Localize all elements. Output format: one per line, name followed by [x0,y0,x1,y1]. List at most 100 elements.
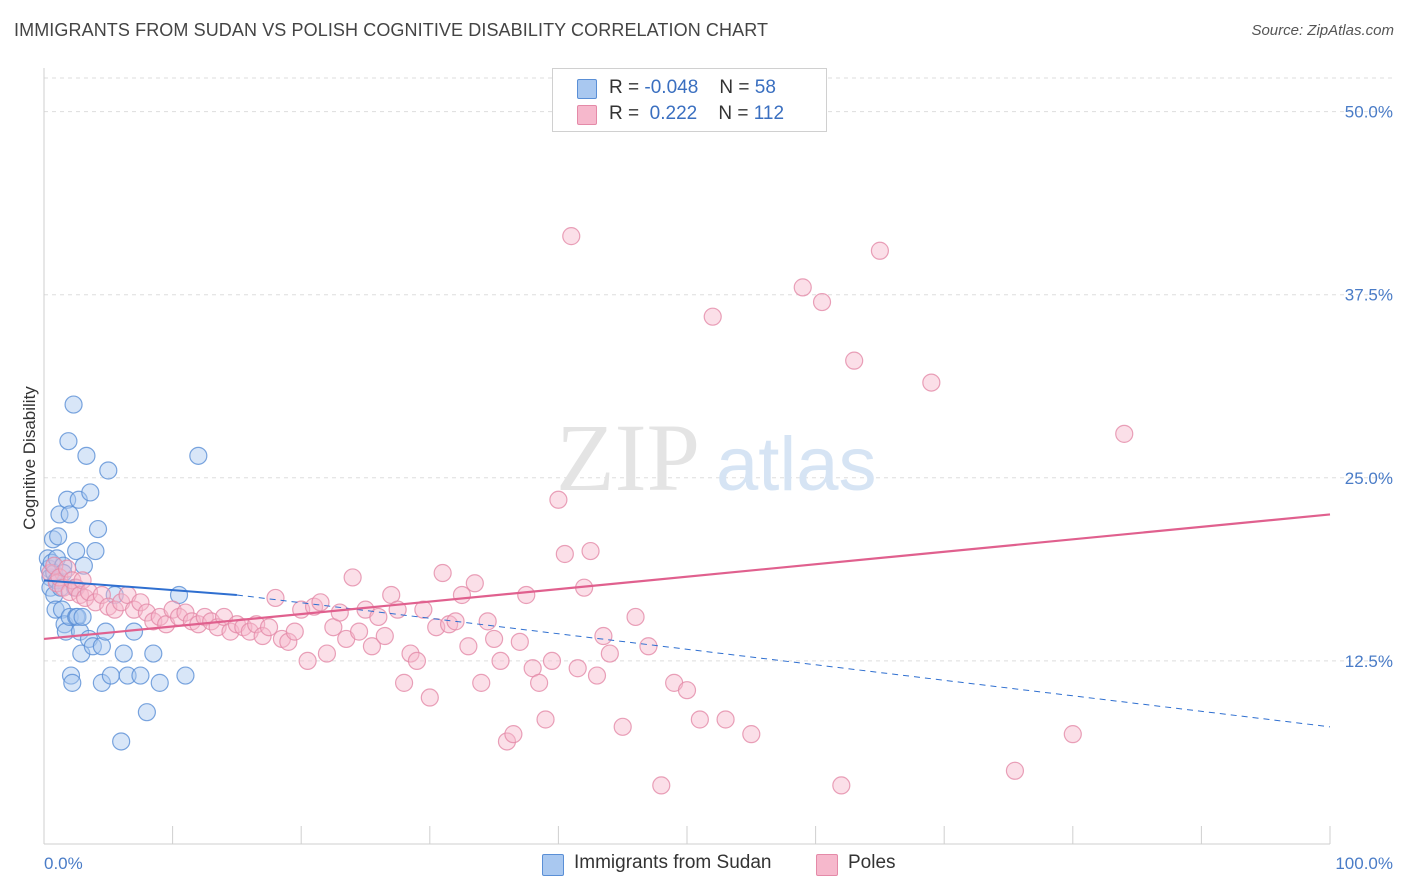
x-tick-label: 100.0% [1335,854,1393,873]
point-poles [690,710,709,729]
point-sudan [63,673,82,692]
point-poles [832,776,851,795]
point-sudan [59,432,78,451]
legend-n-label: N = [718,103,749,124]
legend-r-value: 0.222 [649,103,698,124]
point-poles [652,776,671,795]
point-poles [497,732,517,751]
point-poles [742,725,761,744]
point-poles [677,681,697,700]
trend-line-poles [43,513,1331,641]
y-tick-label: 25.0% [1345,469,1393,488]
watermark-atlas: atlas [716,422,877,507]
point-poles [613,717,632,736]
point-poles [639,637,658,656]
trend-lines [43,513,1331,728]
point-poles [472,673,491,692]
point-sudan [73,607,92,627]
trend-line-sudan [43,579,237,596]
point-sudan [81,483,100,502]
point-sudan [86,541,105,561]
y-tick-label: 50.0% [1345,103,1393,122]
point-poles [407,651,427,671]
legend-swatch-poles [577,105,597,125]
chart-source: Source: ZipAtlas.com [1251,22,1394,39]
point-sudan [68,607,87,627]
point-poles [703,307,722,326]
data-points [38,227,1134,795]
point-poles [594,626,613,646]
point-sudan [43,530,63,549]
point-poles [530,673,549,692]
point-poles [317,644,337,663]
point-poles [394,673,414,692]
point-sudan [150,673,169,692]
axes [43,68,1331,845]
point-poles [587,666,607,685]
point-poles [1005,761,1025,780]
point-sudan [60,607,79,627]
point-poles [491,651,510,671]
point-poles [517,585,536,605]
chart-title: IMMIGRANTS FROM SUDAN VS POLISH COGNITIV… [14,20,769,40]
point-poles [504,725,523,744]
point-poles [600,644,619,663]
legend-r-value: -0.048 [644,77,699,98]
point-poles [922,373,941,392]
point-poles [626,607,645,627]
point-poles [362,637,382,656]
point-sudan [52,600,72,619]
trend-line-sudan-extension [236,594,1331,728]
point-poles [812,292,832,312]
watermark-zip: ZIP [556,404,700,511]
legend-n-value: 58 [754,77,776,98]
point-poles [343,568,362,587]
correlation-legend: R = -0.048 N = 58 R = 0.222 N = 112 [552,68,827,132]
point-poles [349,622,369,641]
point-sudan [118,666,137,685]
point-sudan [49,527,68,546]
point-poles [58,559,77,578]
point-poles [568,659,587,678]
legend-r-label: R = [609,77,640,98]
point-poles [510,632,529,651]
point-poles [131,593,150,612]
point-sudan [176,666,195,685]
point-sudan [67,541,86,561]
point-sudan [114,644,133,663]
point-poles [845,351,864,370]
point-poles [581,541,600,561]
point-sudan [77,446,96,465]
point-poles [311,593,330,612]
legend-r-label: R = [609,103,640,124]
y-tick-label: 12.5% [1345,652,1393,671]
point-sudan [101,666,120,685]
point-poles [266,588,285,608]
point-poles [1115,424,1134,443]
point-poles [285,622,304,641]
x-tick-label: 0.0% [44,854,83,873]
bottom-legend-label-poles: Poles [848,852,896,873]
y-tick-label: 37.5% [1345,286,1393,305]
point-poles [105,600,124,619]
point-poles [542,651,562,671]
bottom-legend-swatch-poles [816,854,838,876]
point-poles [870,241,890,260]
tick-labels: 12.5% 25.0% 37.5% 50.0% 0.0% 100.0% Cognitive … [20,103,1393,873]
point-sudan [137,703,156,722]
y-axis-label: Cognitive Disability [20,386,39,530]
point-poles [279,632,298,651]
point-sudan [112,732,131,751]
legend-n-label: N = [719,77,750,98]
point-sudan [60,505,79,524]
watermark: ZIP atlas [556,404,877,511]
bottom-legend-swatch-sudan [542,854,564,876]
point-poles [420,688,439,707]
point-sudan [131,666,150,685]
point-poles [330,603,349,622]
point-sudan [61,666,81,685]
point-sudan [88,519,108,539]
bottom-legend-label-sudan: Immigrants from Sudan [574,852,772,873]
legend-n-value: 112 [753,103,785,124]
